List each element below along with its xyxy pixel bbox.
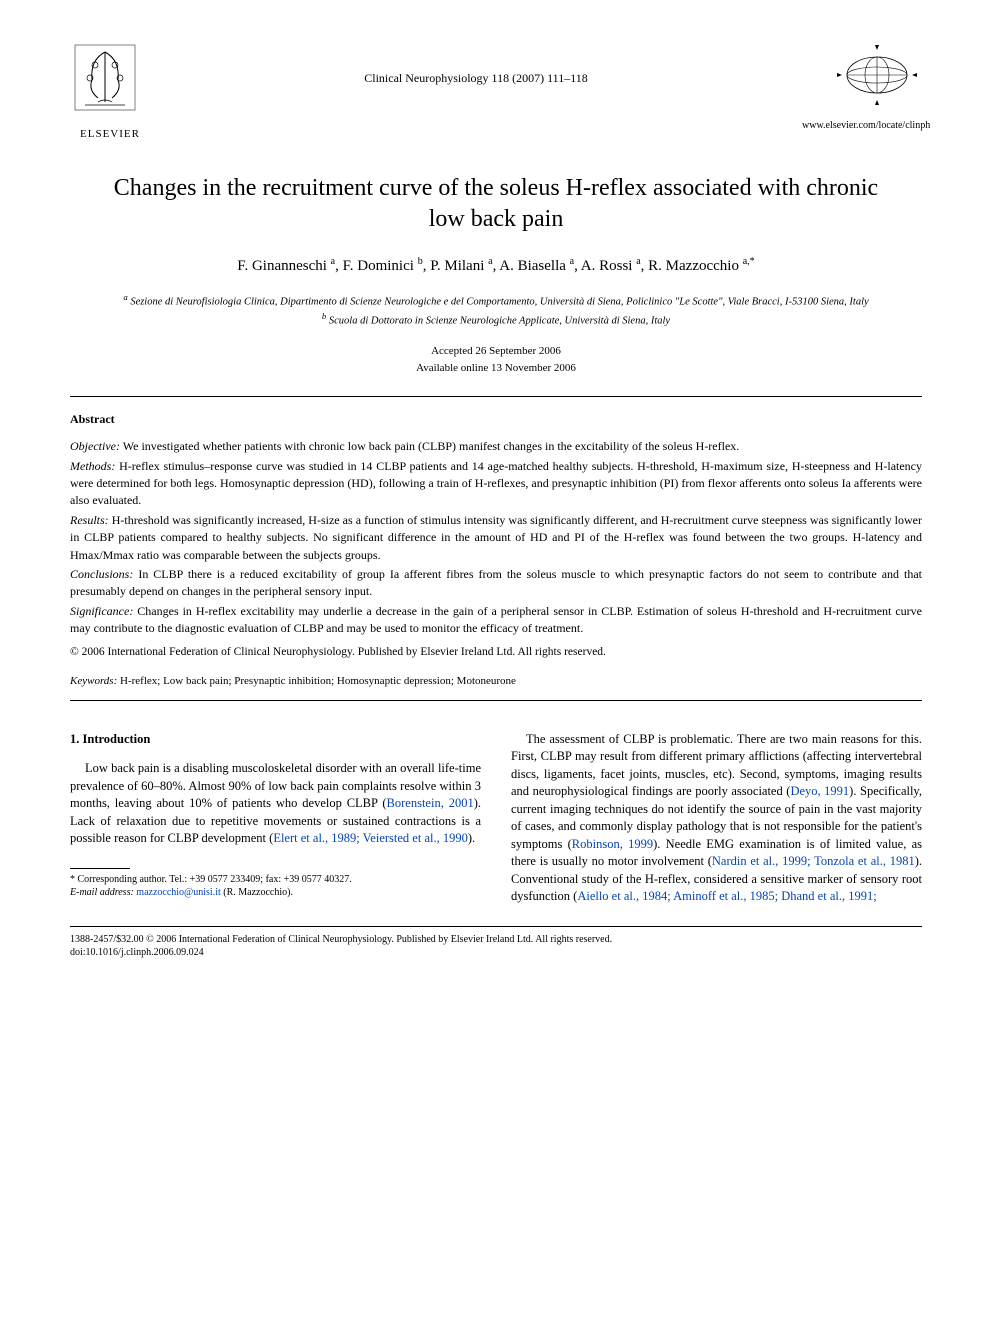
abstract-significance: Significance: Changes in H-reflex excita… [70,603,922,638]
abstract-heading: Abstract [70,411,922,428]
footer-copyright: 1388-2457/$32.00 © 2006 International Fe… [70,933,922,959]
publisher-logo-block: ELSEVIER [70,40,150,143]
affiliation-b: b Scuola di Dottorato in Scienze Neurolo… [70,310,922,329]
header-row: ELSEVIER Clinical Neurophysiology 118 (2… [70,40,922,143]
citation-link[interactable]: Robinson, 1999 [572,837,653,851]
abstract-conclusions: Conclusions: In CLBP there is a reduced … [70,566,922,601]
email-link[interactable]: mazzocchio@unisi.it [136,887,220,898]
accepted-date: Accepted 26 September 2006 [70,343,922,360]
article-title: Changes in the recruitment curve of the … [110,173,882,235]
citation-link[interactable]: Deyo, 1991 [790,784,849,798]
affiliations: a Sezione di Neurofisiologia Clinica, Di… [70,291,922,330]
footer-line-1: 1388-2457/$32.00 © 2006 International Fe… [70,933,922,946]
corresponding-author-footnote: * Corresponding author. Tel.: +39 0577 2… [70,873,481,899]
abstract-methods: Methods: H-reflex stimulus–response curv… [70,458,922,510]
rule-above-abstract [70,396,922,397]
citation-link[interactable]: Borenstein, 2001 [387,796,474,810]
intro-para-1: Low back pain is a disabling muscoloskel… [70,760,481,848]
affiliation-a: a Sezione di Neurofisiologia Clinica, Di… [70,291,922,310]
footnote-corr: * Corresponding author. Tel.: +39 0577 2… [70,873,481,886]
body-columns: 1. Introduction Low back pain is a disab… [70,731,922,906]
rule-below-abstract [70,700,922,701]
citation-link[interactable]: Nardin et al., 1999; Tonzola et al., 198… [712,854,915,868]
abstract-results: Results: H-threshold was significantly i… [70,512,922,564]
journal-logo-block: www.elsevier.com/locate/clinph [802,40,922,133]
footer-rule [70,926,922,927]
keywords-line: Keywords: H-reflex; Low back pain; Presy… [70,674,922,689]
authors-line: F. Ginanneschi a, F. Dominici b, P. Mila… [70,255,922,277]
clinph-globe-icon [832,40,922,110]
abstract-body: Objective: We investigated whether patie… [70,438,922,660]
section-heading-intro: 1. Introduction [70,731,481,749]
footnote-separator [70,868,130,869]
abstract-objective: Objective: We investigated whether patie… [70,438,922,455]
abstract-copyright: © 2006 International Federation of Clini… [70,644,922,661]
elsevier-tree-icon [70,40,140,120]
publication-dates: Accepted 26 September 2006 Available onl… [70,343,922,376]
journal-url: www.elsevier.com/locate/clinph [802,119,922,133]
online-date: Available online 13 November 2006 [70,360,922,377]
publisher-name: ELSEVIER [70,127,150,142]
intro-para-2: The assessment of CLBP is problematic. T… [511,731,922,906]
footnote-email-line: E-mail address: mazzocchio@unisi.it (R. … [70,886,481,899]
journal-reference: Clinical Neurophysiology 118 (2007) 111–… [150,40,802,87]
citation-link[interactable]: Aiello et al., 1984; Aminoff et al., 198… [577,889,876,903]
footer-doi: doi:10.1016/j.clinph.2006.09.024 [70,946,922,959]
citation-link[interactable]: Elert et al., 1989; Veiersted et al., 19… [273,831,468,845]
